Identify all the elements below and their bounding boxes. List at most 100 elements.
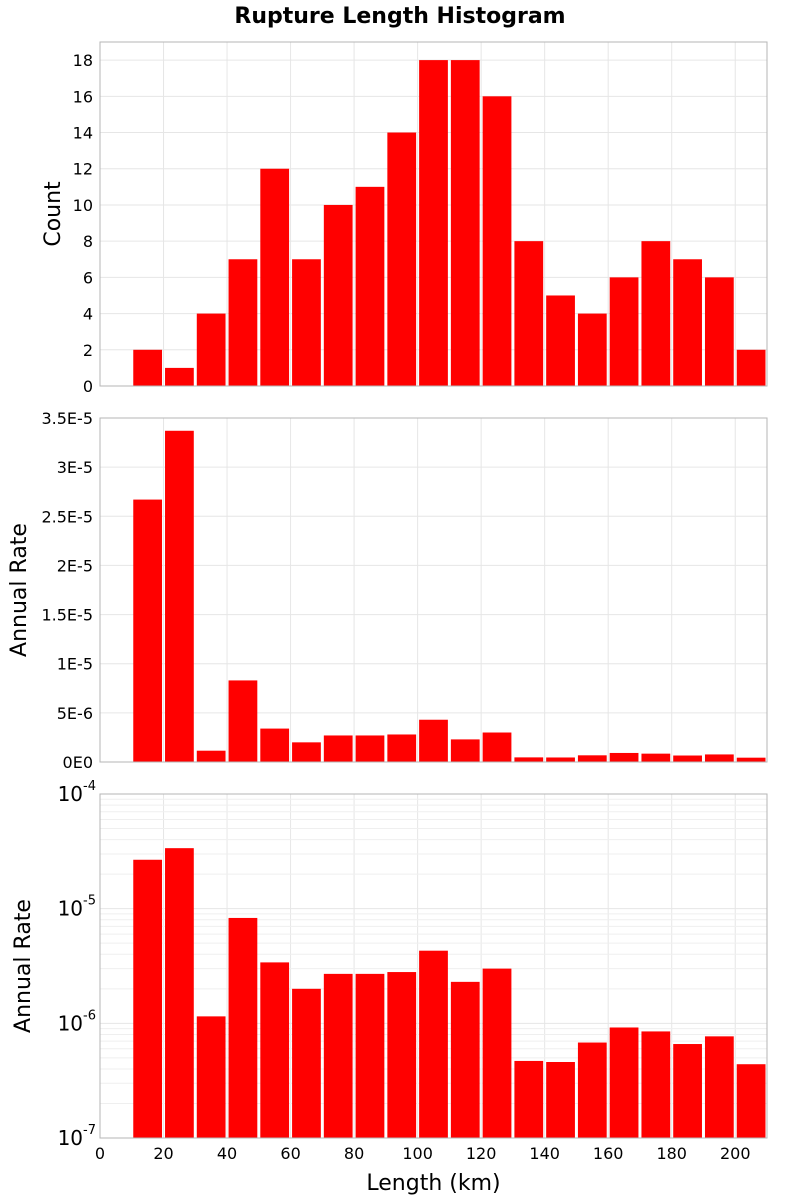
bar-120-130km [482, 732, 512, 762]
bar-60-70km [292, 988, 321, 1138]
bar-100-110km [419, 60, 448, 387]
bar-40-50km [228, 259, 258, 386]
y-tick-label: 18 [73, 51, 93, 70]
bar-140-150km [546, 757, 575, 762]
bar-100-110km [419, 950, 448, 1138]
bar-70-80km [323, 973, 353, 1138]
bar-140-150km [546, 295, 575, 386]
x-tick-labels: 0 20 40 60 80 100 120 140 160 180 200 [95, 1144, 751, 1163]
y-tick-label: 14 [73, 124, 93, 143]
bar-70-80km [323, 204, 353, 386]
y-tick-label: 3E-5 [57, 458, 93, 477]
y-tick-label: 2.5E-5 [41, 507, 93, 526]
x-tick-label: 40 [217, 1144, 237, 1163]
y-axis-label: Count [41, 181, 66, 247]
y-tick-label: 6 [83, 268, 93, 287]
plot-frame [99, 793, 768, 1139]
bar-130-140km [514, 241, 544, 386]
bar-170-180km [641, 753, 671, 762]
bar-50-60km [260, 728, 290, 762]
bars [133, 60, 766, 387]
bar-70-80km [323, 735, 353, 762]
y-tick-label: 10-7 [58, 1123, 96, 1150]
bar-200-210km [736, 1064, 766, 1138]
y-tick-label: 2E-5 [57, 556, 93, 575]
bar-40-50km [228, 917, 258, 1138]
chart-title: Rupture Length Histogram [234, 4, 565, 29]
bar-150-160km [577, 1042, 607, 1138]
x-axis-label: Length (km) [366, 1171, 500, 1196]
bar-130-140km [514, 757, 544, 762]
bar-40-50km [228, 680, 258, 762]
bar-90-100km [387, 132, 417, 386]
x-tick-label: 100 [402, 1144, 433, 1163]
y-tick-label: 3.5E-5 [41, 409, 93, 428]
bar-190-200km [704, 1036, 734, 1138]
bar-200-210km [736, 349, 766, 386]
y-tick-label: 16 [73, 87, 93, 106]
bar-180-190km [673, 1044, 702, 1138]
y-tick-label: 4 [83, 305, 93, 324]
y-tick-label: 1E-5 [57, 655, 93, 674]
bar-20-30km [165, 848, 194, 1138]
x-tick-label: 60 [280, 1144, 300, 1163]
y-tick-label: 0 [83, 377, 93, 396]
bars [133, 848, 766, 1138]
bar-160-170km [609, 752, 639, 762]
y-axis-label: Annual Rate [11, 899, 36, 1033]
x-tick-label: 180 [656, 1144, 687, 1163]
bar-90-100km [387, 734, 417, 762]
y-tick-label: 10-4 [58, 779, 96, 806]
y-tick-label: 2 [83, 341, 93, 360]
x-tick-label: 200 [720, 1144, 751, 1163]
bar-170-180km [641, 241, 671, 386]
bar-160-170km [609, 277, 639, 386]
bar-100-110km [419, 719, 448, 762]
bar-160-170km [609, 1027, 639, 1138]
y-tick-label: 10-5 [58, 894, 96, 921]
bar-170-180km [641, 1031, 671, 1138]
y-tick-labels: 0 2 4 6 8 10 12 14 16 18 [73, 51, 93, 396]
bar-30-40km [196, 750, 226, 762]
grid-lines [99, 417, 767, 763]
bar-190-200km [704, 754, 734, 762]
bar-140-150km [546, 1062, 575, 1138]
bar-80-90km [355, 735, 385, 762]
bar-110-120km [450, 739, 480, 762]
bar-30-40km [196, 313, 226, 386]
y-axis-label: Annual Rate [7, 523, 32, 657]
bar-150-160km [577, 755, 607, 762]
x-tick-label: 80 [344, 1144, 364, 1163]
bar-50-60km [260, 168, 290, 386]
bar-180-190km [673, 755, 702, 762]
bar-150-160km [577, 313, 607, 386]
bar-110-120km [450, 981, 480, 1138]
bar-130-140km [514, 1060, 544, 1138]
bar-180-190km [673, 259, 702, 386]
bar-20-30km [165, 430, 194, 762]
x-tick-label: 120 [466, 1144, 497, 1163]
bar-50-60km [260, 962, 290, 1138]
x-tick-label: 0 [95, 1144, 105, 1163]
bar-80-90km [355, 973, 385, 1138]
bar-10-20km [133, 349, 163, 386]
plot-frame [99, 417, 768, 763]
bar-200-210km [736, 757, 766, 762]
y-tick-labels: 10-4 10-5 10-6 10-7 [58, 779, 96, 1150]
bar-30-40km [196, 1016, 226, 1138]
bar-120-130km [482, 96, 512, 386]
x-tick-label: 160 [593, 1144, 624, 1163]
bar-10-20km [133, 859, 163, 1138]
y-tick-labels: 0E0 5E-6 1E-5 1.5E-5 2E-5 2.5E-5 3E-5 3.5E-5 [41, 409, 93, 772]
x-tick-label: 140 [529, 1144, 560, 1163]
y-tick-label: 1.5E-5 [41, 606, 93, 625]
count-histogram-panel: 0 2 4 6 8 10 12 14 16 18 Count [41, 41, 768, 396]
y-tick-label: 10-6 [58, 1008, 96, 1035]
bar-90-100km [387, 972, 417, 1138]
bar-20-30km [165, 367, 194, 386]
y-tick-label: 5E-6 [57, 704, 93, 723]
annual-rate-log-panel: 10-4 10-5 10-6 10-7 Annual Rate 0 20 40 60 80 100 1… [11, 779, 768, 1196]
bar-10-20km [133, 499, 163, 762]
annual-rate-linear-panel: 0E0 5E-6 1E-5 1.5E-5 2E-5 2.5E-5 3E-5 3.5E-5 Ann… [7, 409, 768, 772]
